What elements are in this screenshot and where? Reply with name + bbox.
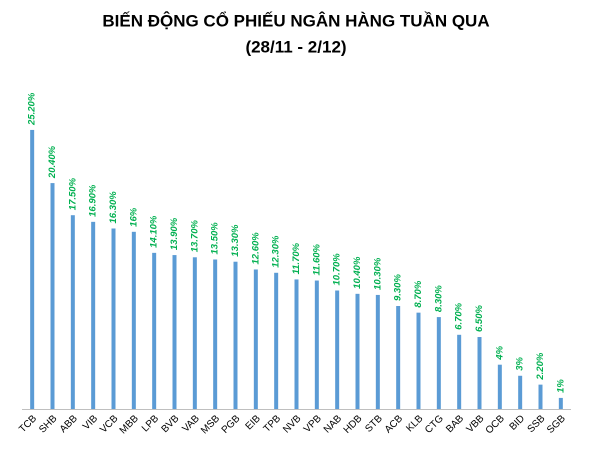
x-tick-label: OCB <box>484 413 507 436</box>
bar <box>172 255 177 409</box>
bar <box>518 375 523 409</box>
x-tick-label: NAB <box>322 413 345 436</box>
bar <box>192 257 197 409</box>
x-tick-label: NVB <box>281 413 304 436</box>
x-tick-label: VBB <box>465 413 487 435</box>
bar <box>152 252 157 409</box>
bar <box>355 293 360 409</box>
bar <box>70 215 75 409</box>
x-tick-label: TPB <box>262 413 284 435</box>
x-tick-label: KLB <box>404 413 425 434</box>
value-label: 16.90% <box>88 184 99 217</box>
value-label: 13.50% <box>210 222 221 255</box>
x-tick-label: BID <box>508 413 528 433</box>
bar <box>436 317 441 409</box>
x-tick-label: VAB <box>180 413 202 435</box>
bar <box>253 269 258 409</box>
value-label: 12.30% <box>271 235 282 268</box>
bar <box>213 259 218 409</box>
value-label: 4% <box>494 345 505 360</box>
x-tick-label: ACB <box>383 413 406 436</box>
bar <box>294 279 299 409</box>
bar <box>375 294 380 409</box>
chart-title: BIẾN ĐỘNG CỔ PHIẾU NGÂN HÀNG TUẦN QUA <box>102 11 489 30</box>
value-label: 10.30% <box>372 257 383 290</box>
value-label: 6.70% <box>454 302 465 329</box>
x-tick-label: MBB <box>118 413 141 436</box>
value-label: 16% <box>128 207 139 227</box>
x-tick-label: STB <box>363 413 385 435</box>
bar <box>274 272 279 409</box>
value-label: 2.20% <box>535 352 546 380</box>
value-label: 9.30% <box>393 274 404 301</box>
value-label: 14.10% <box>149 215 160 248</box>
bar <box>30 129 35 409</box>
bar <box>111 228 116 409</box>
value-label: 13.70% <box>189 220 200 253</box>
x-tick-label: MSB <box>199 413 222 436</box>
chart-subtitle: (28/11 - 2/12) <box>245 37 346 56</box>
value-label: 10.40% <box>352 256 363 289</box>
x-tick-label: VIB <box>81 413 100 432</box>
value-label: 3% <box>515 356 526 370</box>
value-label: 11.60% <box>311 243 322 275</box>
x-tick-label: SSB <box>526 413 548 435</box>
x-tick-label: VCB <box>98 413 121 436</box>
bar <box>558 397 563 409</box>
value-label: 13.30% <box>230 224 241 257</box>
value-label: 17.50% <box>67 177 78 210</box>
x-tick-label: PGB <box>220 413 243 436</box>
bar <box>131 231 136 409</box>
x-tick-label: EIB <box>244 413 263 432</box>
x-tick-label: SGB <box>545 413 568 436</box>
value-label: 25.20% <box>27 92 38 126</box>
x-tick-label: ABB <box>58 413 80 435</box>
value-label: 6.50% <box>474 305 485 332</box>
value-label: 10.70% <box>332 253 343 286</box>
value-label: 12.60% <box>250 232 261 265</box>
value-label: 8.70% <box>413 280 424 307</box>
x-tick-label: BVB <box>160 413 182 435</box>
bar <box>396 306 401 409</box>
value-label: 11.70% <box>291 242 302 274</box>
value-label: 1% <box>555 379 566 393</box>
bar <box>91 221 96 409</box>
bar <box>457 334 462 409</box>
bar <box>416 312 421 409</box>
x-tick-label: SHB <box>37 413 60 436</box>
bar <box>50 183 55 409</box>
x-tick-label: BAB <box>444 413 466 435</box>
bar <box>538 384 543 409</box>
x-tick-label: VPB <box>302 413 324 435</box>
x-tick-label: LPB <box>140 413 161 434</box>
bar <box>477 337 482 409</box>
bar <box>233 261 238 409</box>
value-label: 20.40% <box>47 145 58 179</box>
value-label: 8.30% <box>433 285 444 312</box>
bar <box>497 364 502 409</box>
bar <box>314 280 319 409</box>
bar <box>335 290 340 409</box>
x-tick-label: TCB <box>17 413 39 435</box>
x-tick-label: HDB <box>342 413 365 436</box>
value-label: 13.90% <box>169 217 180 250</box>
value-label: 16.30% <box>108 191 119 224</box>
x-tick-label: CTG <box>423 413 446 436</box>
